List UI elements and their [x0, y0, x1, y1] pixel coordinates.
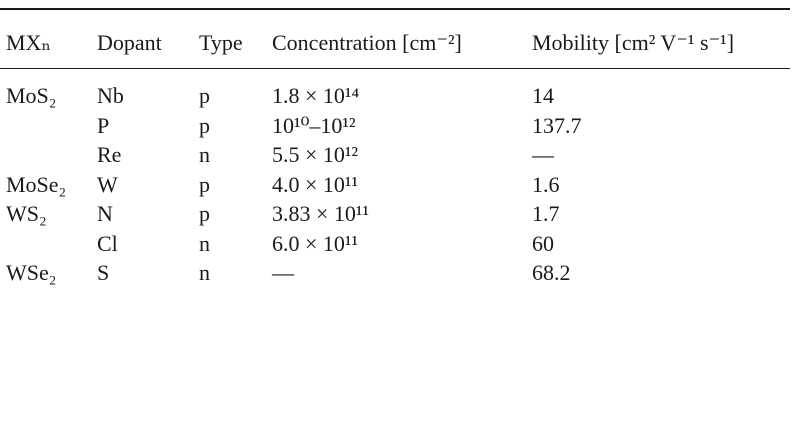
table-cell: 1.7	[532, 201, 560, 226]
table-cell: 5.5 × 10¹²	[272, 142, 359, 167]
table-cell: WS₂	[6, 201, 47, 226]
header-cell: Type	[199, 30, 243, 55]
table-cell: n	[199, 260, 210, 285]
table-cell: 4.0 × 10¹¹	[272, 171, 359, 197]
table-cell: 3.83 × 10¹¹	[272, 201, 370, 226]
top-rule	[0, 8, 790, 10]
table-cell: n	[199, 230, 210, 256]
table-cell: WSe₂	[6, 260, 57, 285]
table-cell: Nb	[97, 83, 124, 108]
table-cell: 68.2	[532, 260, 571, 285]
table-cell: 1.8 × 10¹⁴	[272, 83, 360, 108]
table-cell: p	[199, 112, 210, 138]
header-cell: Concentration [cm⁻²]	[272, 30, 462, 55]
table-cell: S	[97, 260, 110, 285]
table-cell: n	[199, 142, 210, 167]
table-cell: p	[199, 171, 210, 197]
table-cell: 14	[532, 83, 554, 108]
table-cell: MoS₂	[6, 83, 57, 108]
header-cell: Mobility [cm² V⁻¹ s⁻¹]	[532, 30, 735, 55]
table-cell: —	[532, 142, 554, 167]
table-cell: 10¹⁰–10¹²	[272, 112, 356, 138]
table-cell: 137.7	[532, 112, 582, 138]
table-cell: N	[97, 201, 113, 226]
table-cell: —	[272, 260, 294, 285]
table-cell: MoSe₂	[6, 171, 67, 197]
table-cell: P	[97, 112, 110, 138]
header-cell: Dopant	[97, 30, 162, 55]
table-cell: p	[199, 83, 210, 108]
table-cell: Cl	[97, 230, 118, 256]
table-cell: 6.0 × 10¹¹	[272, 230, 359, 256]
table-cell: W	[97, 171, 118, 197]
table-cell: Re	[97, 142, 122, 167]
table-cell: p	[199, 201, 210, 226]
header-rule	[0, 68, 790, 69]
header-cell: MXₙ	[6, 30, 51, 55]
table-cell: 60	[532, 230, 554, 256]
table-cell: 1.6	[532, 171, 560, 197]
